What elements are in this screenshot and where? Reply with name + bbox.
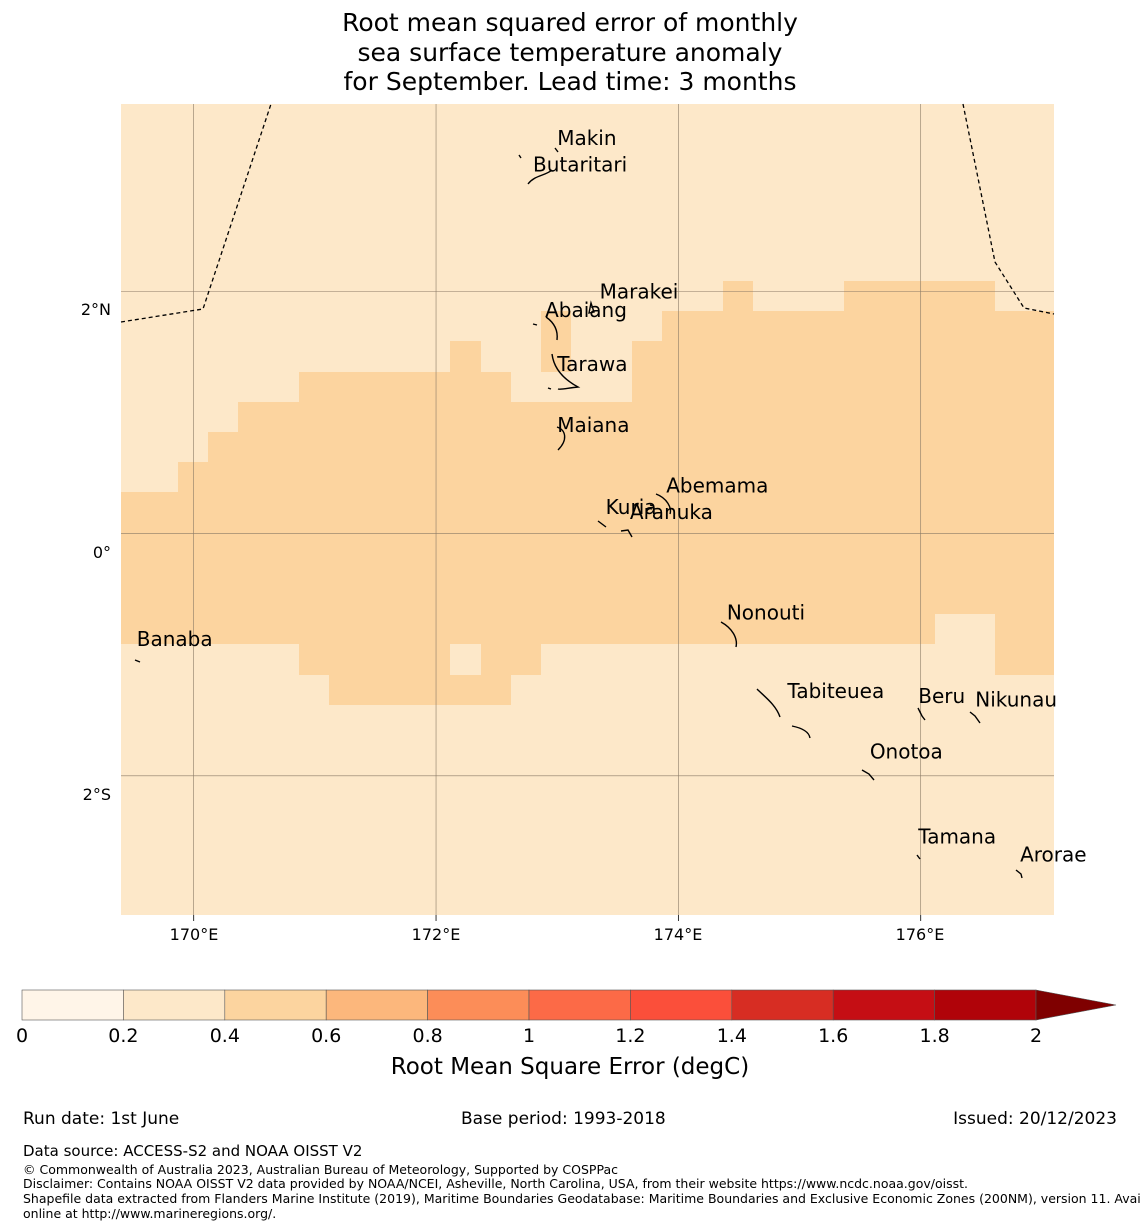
island-shape — [720, 621, 738, 648]
colorbar-tick-label: 0.8 — [412, 1025, 443, 1047]
island-shape — [969, 711, 981, 724]
island-label-arorae: Arorae — [1020, 842, 1086, 866]
colorbar-tick-label: 1.8 — [919, 1025, 950, 1047]
island-label-marakei: Marakei — [600, 280, 679, 304]
colorbar-segment — [934, 989, 1037, 1021]
island-label-banaba: Banaba — [137, 627, 213, 651]
colorbar-segment — [325, 989, 428, 1021]
island-label-nonouti: Nonouti — [727, 600, 805, 624]
colorbar-tick-label: 1.2 — [615, 1025, 646, 1047]
island-shape — [756, 688, 811, 739]
island-label-makin: Makin — [557, 126, 616, 150]
lat-tick-2s: 2°S — [82, 785, 111, 804]
lon-tick-176: 176°E — [895, 925, 945, 944]
eez-boundary-east — [962, 103, 1055, 315]
colorbar-segment — [427, 989, 530, 1021]
lon-tick-174: 174°E — [653, 925, 703, 944]
title-line-3: for September. Lead time: 3 months — [343, 67, 797, 96]
island-shape — [649, 493, 672, 515]
colorbar-label: Root Mean Square Error (degC) — [390, 1054, 750, 1080]
colorbar-segment — [123, 989, 226, 1021]
island-label-abemama: Abemama — [666, 473, 768, 497]
run-date: Run date: 1st June — [23, 1109, 180, 1129]
shapefile-credit-1: Shapefile data extracted from Flanders M… — [23, 1191, 1140, 1206]
colorbar-segment — [731, 989, 834, 1021]
island-label-tabiteuea: Tabiteuea — [786, 679, 884, 703]
colorbar-tick-label: 1 — [522, 1025, 536, 1047]
colorbar-segment — [630, 989, 733, 1021]
colorbar-tick-label: 1.6 — [818, 1025, 849, 1047]
shapefile-credit-2: online at http://www.marineregions.org/. — [23, 1206, 277, 1221]
colorbar-tick-label: 0.6 — [311, 1025, 342, 1047]
title-line-1: Root mean squared error of monthly — [342, 8, 798, 37]
colorbar-tick-label: 0 — [15, 1025, 29, 1047]
island-label-onotoa: Onotoa — [870, 740, 943, 764]
island-label-tamana: Tamana — [917, 824, 996, 848]
disclaimer: Disclaimer: Contains NOAA OISST V2 data … — [23, 1176, 968, 1191]
island-label-butaritari: Butaritari — [533, 153, 627, 177]
island-label-aranuka: Aranuka — [630, 500, 713, 524]
issued-date: Issued: 20/12/2023 — [953, 1109, 1117, 1129]
island-shape — [588, 300, 595, 314]
island-shape — [134, 659, 141, 663]
island-shape — [556, 426, 566, 451]
colorbar — [21, 989, 1117, 1021]
island-label-tarawa: Tarawa — [556, 352, 627, 376]
graticule — [121, 104, 1054, 921]
colorbar-segment — [832, 989, 935, 1021]
colorbar-segment — [528, 989, 631, 1021]
island-shape — [518, 147, 559, 185]
lon-tick-172: 172°E — [411, 925, 461, 944]
island-shape — [916, 854, 921, 860]
lat-tick-2n: 2°N — [80, 300, 111, 319]
island-shape — [861, 769, 875, 781]
island-shape — [917, 707, 926, 721]
title-line-2: sea surface temperature anomaly — [357, 37, 783, 67]
island-outlines — [134, 147, 1023, 879]
rmse-low-cell — [450, 644, 481, 675]
map-title: Root mean squared error of monthly sea s… — [0, 8, 1140, 97]
colorbar-tick-label: 0.2 — [108, 1025, 139, 1047]
colorbar-tick-label: 2 — [1029, 1025, 1043, 1047]
base-period: Base period: 1993-2018 — [461, 1109, 666, 1129]
island-label-kuria: Kuria — [606, 495, 657, 519]
island-label-beru: Beru — [918, 684, 965, 708]
colorbar-tick-label: 0.4 — [209, 1025, 240, 1047]
colorbar-extend-arrow — [1035, 989, 1117, 1021]
island-label-abaiang: Abaiang — [545, 298, 627, 322]
colorbar-segment — [224, 989, 327, 1021]
island-label-nikunau: Nikunau — [975, 688, 1057, 712]
colorbar-tick-label: 1.4 — [716, 1025, 747, 1047]
island-shape — [597, 520, 633, 538]
island-shape — [1015, 869, 1023, 879]
island-shape — [547, 353, 581, 390]
data-source: Data source: ACCESS-S2 and NOAA OISST V2 — [23, 1142, 363, 1160]
eez-boundary-west — [120, 103, 272, 323]
lon-tick-170: 170°E — [169, 925, 219, 944]
island-label-maiana: Maiana — [557, 413, 629, 437]
island-shape — [532, 316, 558, 341]
lat-tick-0: 0° — [92, 543, 111, 562]
colorbar-segment — [21, 989, 124, 1021]
rmse-high-band — [121, 281, 1054, 705]
copyright: © Commonwealth of Australia 2023, Austra… — [23, 1162, 618, 1177]
